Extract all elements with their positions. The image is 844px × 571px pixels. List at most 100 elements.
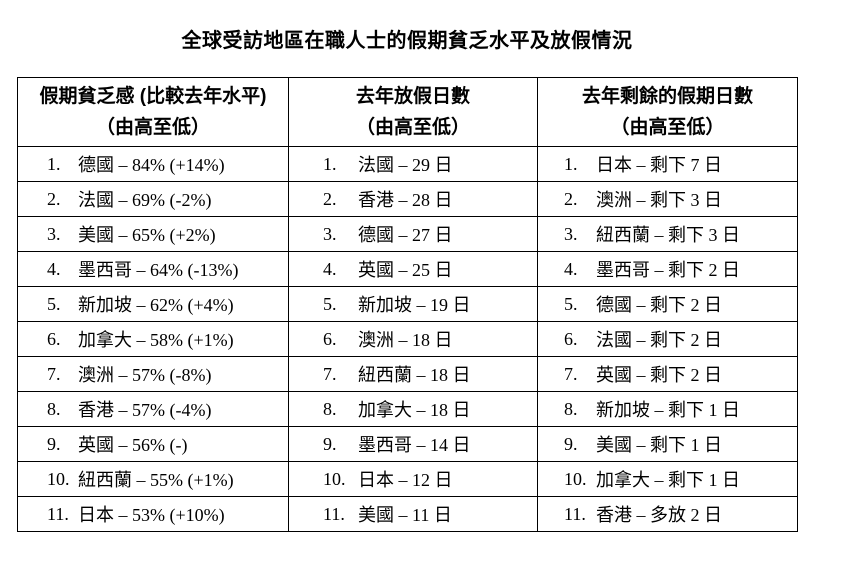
rank-text: 美國 – 65% (+2%) xyxy=(78,225,216,245)
rank-number: 10. xyxy=(323,468,346,489)
rank-text: 墨西哥 – 64% (-13%) xyxy=(78,260,239,280)
rank-text: 紐西蘭 – 剩下 3 日 xyxy=(596,225,740,245)
table-cell: 4. 英國 – 25 日 xyxy=(288,251,538,287)
rank-number: 11. xyxy=(564,503,586,524)
table-cell: 8. 加拿大 – 18 日 xyxy=(288,391,538,427)
rank-text: 英國 – 56% (-) xyxy=(78,435,188,455)
table-cell: 8. 香港 – 57% (-4%) xyxy=(17,391,289,427)
table-row: 7. 澳洲 – 57% (-8%) 7. 紐西蘭 – 18 日 7. 英國 – 剩下 … xyxy=(17,356,798,392)
rank-number: 7. xyxy=(47,363,61,384)
rank-number: 10. xyxy=(564,468,587,489)
table-cell: 8. 新加坡 – 剩下 1 日 xyxy=(537,391,798,427)
header-row: 假期貧乏感 (比較去年水平) （由高至低） 去年放假日數 （由高至低） 去年剩餘… xyxy=(17,77,798,147)
rank-number: 3. xyxy=(564,223,578,244)
table-cell: 5. 新加坡 – 62% (+4%) xyxy=(17,286,289,322)
table-cell: 6. 法國 – 剩下 2 日 xyxy=(537,321,798,357)
rank-text: 法國 – 剩下 2 日 xyxy=(596,330,722,350)
rank-number: 6. xyxy=(564,328,578,349)
table-row: 8. 香港 – 57% (-4%) 8. 加拿大 – 18 日 8. 新加坡 – 剩下… xyxy=(17,391,798,427)
table-cell: 7. 紐西蘭 – 18 日 xyxy=(288,356,538,392)
rank-number: 7. xyxy=(564,363,578,384)
table-cell: 2. 澳洲 – 剩下 3 日 xyxy=(537,181,798,217)
rank-number: 5. xyxy=(564,293,578,314)
rank-number: 10. xyxy=(47,468,70,489)
header-sort-note: （由高至低） xyxy=(610,117,725,138)
rank-number: 3. xyxy=(47,223,61,244)
rank-text: 新加坡 – 剩下 1 日 xyxy=(596,400,740,420)
rank-text: 日本 – 53% (+10%) xyxy=(78,505,225,525)
table-row: 4. 墨西哥 – 64% (-13%) 4. 英國 – 25 日 4. 墨西哥 – 剩… xyxy=(17,251,798,287)
table-cell: 3. 美國 – 65% (+2%) xyxy=(17,216,289,252)
table-cell: 9. 墨西哥 – 14 日 xyxy=(288,426,538,462)
rank-text: 墨西哥 – 剩下 2 日 xyxy=(596,260,740,280)
header-line: 假期貧乏感 (比較去年水平) xyxy=(39,86,267,107)
header-sort-note: （由高至低） xyxy=(95,117,210,138)
rank-text: 日本 – 12 日 xyxy=(358,470,453,490)
table-row: 3. 美國 – 65% (+2%) 3. 德國 – 27 日 3. 紐西蘭 – 剩下 … xyxy=(17,216,798,252)
rank-text: 加拿大 – 58% (+1%) xyxy=(78,330,234,350)
rank-text: 香港 – 57% (-4%) xyxy=(78,400,212,420)
rank-number: 8. xyxy=(323,398,337,419)
rank-number: 5. xyxy=(47,293,61,314)
table-row: 5. 新加坡 – 62% (+4%) 5. 新加坡 – 19 日 5. 德國 – 剩下… xyxy=(17,286,798,322)
rank-text: 美國 – 剩下 1 日 xyxy=(596,435,722,455)
header-line: 去年放假日數 xyxy=(355,86,470,107)
header-line: 去年剩餘的假期日數 xyxy=(581,86,753,107)
rank-number: 2. xyxy=(564,188,578,209)
vacation-deprivation-table: 假期貧乏感 (比較去年水平) （由高至低） 去年放假日數 （由高至低） 去年剩餘… xyxy=(17,77,798,532)
rank-number: 5. xyxy=(323,293,337,314)
table-cell: 9. 美國 – 剩下 1 日 xyxy=(537,426,798,462)
rank-text: 澳洲 – 57% (-8%) xyxy=(78,365,212,385)
table-cell: 5. 德國 – 剩下 2 日 xyxy=(537,286,798,322)
rank-number: 8. xyxy=(47,398,61,419)
table-cell: 6. 加拿大 – 58% (+1%) xyxy=(17,321,289,357)
rank-text: 香港 – 多放 2 日 xyxy=(596,505,722,525)
rank-text: 加拿大 – 剩下 1 日 xyxy=(596,470,740,490)
rank-number: 6. xyxy=(323,328,337,349)
rank-text: 法國 – 29 日 xyxy=(358,155,453,175)
rank-number: 4. xyxy=(323,258,337,279)
rank-number: 3. xyxy=(323,223,337,244)
table-cell: 6. 澳洲 – 18 日 xyxy=(288,321,538,357)
rank-text: 澳洲 – 剩下 3 日 xyxy=(596,190,722,210)
rank-number: 2. xyxy=(323,188,337,209)
rank-number: 4. xyxy=(564,258,578,279)
rank-text: 美國 – 11 日 xyxy=(358,505,452,525)
rank-text: 日本 – 剩下 7 日 xyxy=(596,155,722,175)
table-row: 2. 法國 – 69% (-2%) 2. 香港 – 28 日 2. 澳洲 – 剩下 3… xyxy=(17,181,798,217)
rank-number: 6. xyxy=(47,328,61,349)
table-cell: 10. 日本 – 12 日 xyxy=(288,461,538,497)
rank-text: 紐西蘭 – 55% (+1%) xyxy=(78,470,234,490)
table-cell: 1. 法國 – 29 日 xyxy=(288,146,538,182)
table-cell: 11. 日本 – 53% (+10%) xyxy=(17,496,289,532)
rank-text: 澳洲 – 18 日 xyxy=(358,330,453,350)
rank-text: 新加坡 – 19 日 xyxy=(358,295,471,315)
rank-number: 9. xyxy=(323,433,337,454)
rank-text: 加拿大 – 18 日 xyxy=(358,400,471,420)
table-row: 6. 加拿大 – 58% (+1%) 6. 澳洲 – 18 日 6. 法國 – 剩下 … xyxy=(17,321,798,357)
table-cell: 5. 新加坡 – 19 日 xyxy=(288,286,538,322)
rank-text: 德國 – 剩下 2 日 xyxy=(596,295,722,315)
table-cell: 1. 日本 – 剩下 7 日 xyxy=(537,146,798,182)
table-cell: 2. 法國 – 69% (-2%) xyxy=(17,181,289,217)
rank-text: 德國 – 27 日 xyxy=(358,225,453,245)
rank-text: 紐西蘭 – 18 日 xyxy=(358,365,471,385)
rank-text: 法國 – 69% (-2%) xyxy=(78,190,212,210)
rank-number: 11. xyxy=(323,503,345,524)
rank-number: 4. xyxy=(47,258,61,279)
rank-text: 英國 – 25 日 xyxy=(358,260,453,280)
table-cell: 11. 美國 – 11 日 xyxy=(288,496,538,532)
table-cell: 3. 德國 – 27 日 xyxy=(288,216,538,252)
rank-number: 8. xyxy=(564,398,578,419)
table-row: 10. 紐西蘭 – 55% (+1%) 10. 日本 – 12 日 10. 加拿大 –… xyxy=(17,461,798,497)
column-header-deprivation: 假期貧乏感 (比較去年水平) （由高至低） xyxy=(17,77,289,147)
rank-text: 德國 – 84% (+14%) xyxy=(78,155,225,175)
rank-number: 1. xyxy=(564,153,578,174)
rank-number: 1. xyxy=(323,153,337,174)
rank-text: 新加坡 – 62% (+4%) xyxy=(78,295,234,315)
table-cell: 7. 英國 – 剩下 2 日 xyxy=(537,356,798,392)
rank-text: 墨西哥 – 14 日 xyxy=(358,435,471,455)
table-cell: 9. 英國 – 56% (-) xyxy=(17,426,289,462)
table-cell: 3. 紐西蘭 – 剩下 3 日 xyxy=(537,216,798,252)
